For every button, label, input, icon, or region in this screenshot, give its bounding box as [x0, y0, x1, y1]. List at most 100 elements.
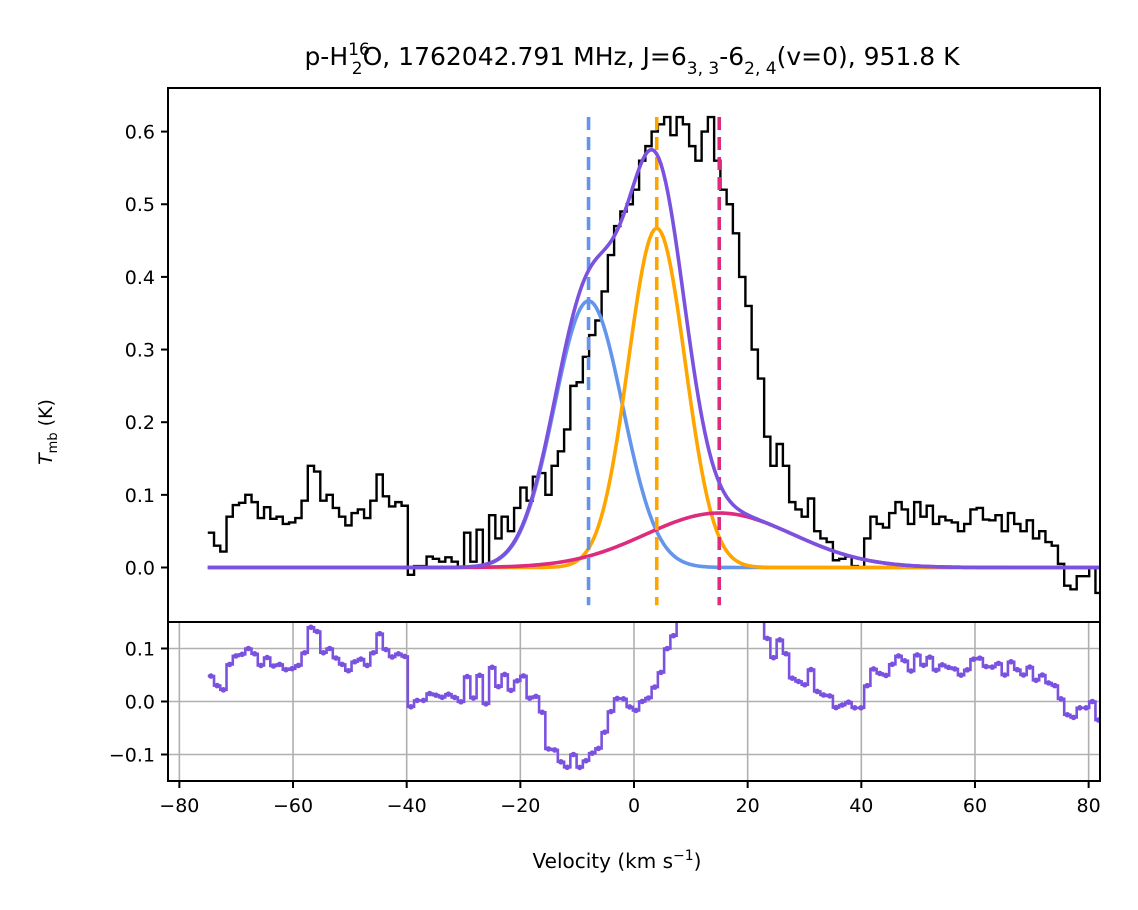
residual-point: [533, 693, 539, 700]
residual-point: [895, 653, 902, 659]
residual-point: [295, 662, 302, 669]
residual-point: [495, 683, 502, 690]
residual-point: [1083, 705, 1089, 711]
residual-point: [1008, 658, 1014, 665]
y-tick-label-main: 0.1: [125, 485, 155, 507]
residual-point: [845, 699, 852, 705]
residual-point: [395, 651, 402, 657]
residual-point: [658, 669, 664, 676]
residual-point: [358, 656, 364, 662]
residual-point: [851, 705, 858, 711]
y-label-main: T: [35, 452, 57, 465]
residual-point: [783, 650, 789, 657]
x-tick-label: 0: [628, 795, 640, 817]
residual-point: [239, 651, 245, 658]
residual-point: [501, 671, 508, 678]
residual-point: [320, 649, 327, 656]
residual-point: [508, 687, 514, 694]
residual-point: [770, 654, 777, 661]
orange-component-curve: [207, 226, 1100, 570]
residual-point: [514, 678, 521, 684]
residual-point: [570, 751, 577, 758]
residual-point: [451, 694, 458, 701]
spectrum-line: [207, 115, 1100, 595]
y-tick-label-main: 0.4: [125, 267, 155, 289]
residual-point: [251, 651, 258, 657]
residual-point: [1039, 672, 1046, 678]
residual-point: [839, 702, 846, 708]
blue-component-curve: [207, 299, 1100, 570]
y-label-unit: (K): [35, 399, 57, 432]
residual-point: [439, 694, 446, 701]
residual-panel: [207, 479, 1114, 771]
x-label-main: Velocity (km s: [533, 849, 673, 873]
residual-point: [595, 745, 602, 752]
residual-point: [301, 649, 308, 656]
residual-point: [1070, 714, 1077, 721]
x-tick-label: 80: [1077, 795, 1101, 817]
residual-point: [1064, 711, 1071, 718]
residual-point: [545, 746, 552, 752]
residual-point: [864, 682, 871, 689]
residual-point: [414, 697, 421, 704]
residual-point: [520, 673, 527, 679]
residual-point: [245, 645, 252, 652]
residual-point: [1108, 704, 1114, 710]
residual-point: [820, 692, 827, 698]
residual-point: [426, 690, 433, 697]
residual-point: [1014, 666, 1021, 673]
y-tick-label-resid: 0.1: [125, 639, 155, 661]
residual-point: [370, 649, 377, 656]
residual-point: [470, 695, 477, 701]
residual-point: [326, 645, 333, 652]
y-tick-label-main: 0.5: [125, 194, 155, 216]
residual-point: [758, 595, 764, 601]
residual-point: [739, 527, 745, 533]
residual-point: [870, 666, 877, 672]
residual-point: [1077, 705, 1083, 711]
residual-point: [1095, 717, 1100, 723]
residual-point: [801, 681, 808, 688]
x-axis-label: Velocity (km s−1): [533, 848, 702, 873]
y-tick-label-main: 0.3: [125, 340, 155, 362]
residual-point: [727, 482, 733, 488]
residual-point: [696, 525, 702, 531]
residual-point: [746, 546, 752, 552]
title-sub: 2: [352, 59, 363, 79]
x-tick-label: 20: [736, 795, 760, 817]
x-tick-label: −60: [273, 795, 313, 817]
residual-point: [633, 707, 639, 714]
title-species: p-H: [304, 42, 348, 71]
residual-point: [752, 576, 758, 582]
residual-point: [601, 729, 608, 735]
x-tick-label: −40: [387, 795, 427, 817]
residual-point: [314, 628, 320, 635]
residual-point: [620, 696, 627, 702]
residual-point: [289, 665, 295, 672]
residual-point: [914, 652, 921, 658]
residual-point: [539, 709, 546, 716]
residual-point: [626, 704, 633, 710]
residual-point: [983, 663, 989, 670]
residual-point: [551, 747, 558, 753]
residual-point: [1033, 677, 1039, 684]
residual-point: [208, 673, 214, 679]
residual-point: [383, 646, 389, 653]
residual-point: [927, 654, 933, 660]
residual-point: [564, 764, 571, 771]
residual-point: [1058, 696, 1064, 702]
residual-point: [264, 654, 270, 661]
residual-point: [833, 704, 839, 711]
x-label-sup: −1: [673, 848, 694, 864]
residual-point: [876, 670, 883, 677]
residual-point: [1052, 682, 1058, 689]
y-tick-label-main: 0.2: [125, 412, 155, 434]
residual-point: [1002, 672, 1008, 678]
residual-point: [1027, 664, 1033, 670]
residual-point: [364, 662, 370, 669]
residual-point: [226, 661, 233, 668]
residual-point: [721, 479, 727, 485]
x-tick-label: 40: [849, 795, 873, 817]
title-sup: 16: [348, 40, 370, 60]
residual-point: [283, 666, 289, 673]
